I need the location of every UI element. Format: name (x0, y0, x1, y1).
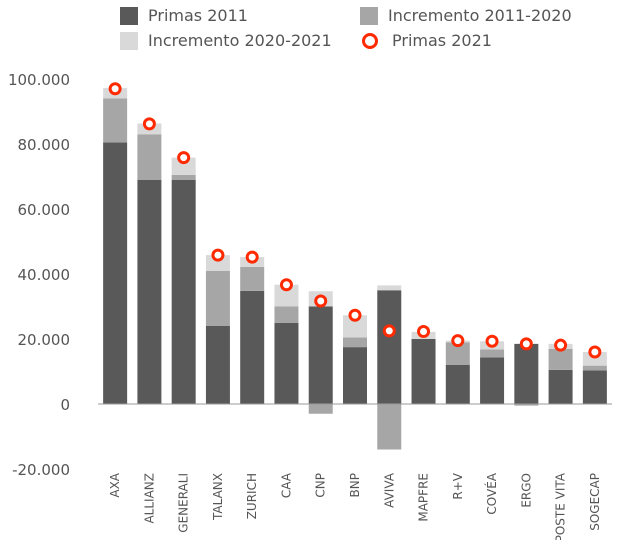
x-tick-label: BNP (348, 473, 362, 497)
x-tick-label: AXA (108, 472, 122, 497)
bar-segment-aviva-s2 (377, 285, 402, 291)
legend-label-primas-2021: Primas 2021 (392, 31, 492, 50)
marker-primas-2021-poste-vita (554, 338, 568, 352)
bar-segment-talanx-s0 (205, 326, 230, 404)
bar-segment-aviva-s0 (377, 290, 402, 404)
bar-segment-sogecap-s2 (582, 352, 607, 366)
x-tick-label: ALLIANZ (142, 473, 156, 524)
bar-segment-ergo-s1 (514, 404, 539, 406)
bar-segment-sogecap-s1 (582, 365, 607, 371)
bar-segment-bnp-s0 (343, 347, 367, 404)
y-tick-label: 40.000 (18, 266, 71, 284)
legend-swatch-incremento-2020-2021 (120, 31, 138, 50)
bar-segment-sogecap-s0 (582, 370, 607, 404)
bar-segment-cnp-s1 (308, 404, 333, 414)
bar-segment-caa-s0 (274, 322, 299, 404)
bar-segment-axa-s0 (103, 142, 128, 404)
bar-segment-generali-s1 (171, 174, 196, 180)
legend: Primas 2011 Incremento 2011-2020 Increme… (120, 6, 600, 56)
marker-primas-2021-sogecap (588, 345, 602, 359)
bar-segment-ergo-s0 (514, 343, 539, 404)
bar-segment-cov-a-s0 (480, 357, 505, 404)
bar-segment-bnp-s1 (343, 337, 367, 348)
legend-item-primas-2021: Primas 2021 (360, 31, 492, 50)
legend-item-incremento-2011-2020: Incremento 2011-2020 (360, 6, 572, 25)
legend-item-incremento-2020-2021: Incremento 2020-2021 (120, 31, 332, 50)
bar-segment-allianz-s0 (137, 179, 162, 404)
bar-segment-poste-vita-s0 (548, 369, 573, 404)
legend-label-primas-2011: Primas 2011 (148, 6, 248, 25)
legend-marker-primas-2021 (362, 32, 378, 49)
bar-segment-talanx-s1 (205, 270, 230, 326)
y-tick-label: 80.000 (18, 136, 71, 154)
bar-segment-poste-vita-s1 (548, 348, 573, 370)
bar-segment-generali-s0 (171, 179, 196, 404)
y-tick-label: 60.000 (18, 201, 71, 219)
bar-segment-cnp-s0 (308, 306, 333, 404)
x-tick-label: AVIVA (382, 472, 396, 508)
bar-segment-zurich-s0 (240, 290, 265, 404)
bar-segment-aviva-s1 (377, 404, 402, 450)
y-tick-label: 100.000 (8, 71, 70, 89)
marker-primas-2021-cov-a (485, 334, 499, 348)
marker-primas-2021-ergo (519, 337, 533, 351)
bar-segment-bnp-s2 (343, 315, 367, 338)
bar-segment-caa-s2 (274, 284, 299, 307)
x-tick-label: GENERALI (177, 473, 191, 533)
marker-primas-2021-caa (279, 278, 293, 292)
marker-primas-2021-zurich (245, 250, 259, 264)
x-tick-label: MAPFRE (417, 473, 431, 522)
y-tick-label: 20.000 (18, 331, 71, 349)
bar-segment-r-v-s1 (445, 342, 470, 365)
bar-segment-generali-s2 (171, 157, 196, 175)
x-tick-label: R+V (451, 472, 465, 499)
bar-segment-zurich-s1 (240, 266, 265, 291)
legend-item-primas-2011: Primas 2011 (120, 6, 248, 25)
marker-primas-2021-bnp (348, 308, 362, 322)
y-tick-label: -20.000 (12, 461, 70, 479)
marker-primas-2021-mapfre (417, 325, 431, 339)
bar-segment-axa-s1 (103, 98, 128, 143)
bar-segment-allianz-s1 (137, 134, 162, 180)
marker-primas-2021-r-v (451, 334, 465, 348)
bar-segment-cov-a-s1 (480, 349, 505, 358)
legend-swatch-primas-2011 (120, 6, 138, 25)
x-tick-label: ERGO (519, 473, 533, 508)
x-tick-label: ZURICH (245, 473, 259, 519)
x-tick-label: SOGECAP (588, 473, 602, 531)
marker-primas-2021-allianz (142, 117, 156, 131)
x-tick-label: POSTE VITA (554, 472, 568, 540)
marker-primas-2021-cnp (314, 294, 328, 308)
bar-segment-mapfre-s0 (411, 339, 436, 404)
x-tick-label: TALANX (211, 473, 225, 521)
x-tick-label: COVÉA (484, 472, 499, 514)
y-tick-label: 0 (60, 396, 70, 414)
legend-label-incremento-2011-2020: Incremento 2011-2020 (388, 6, 572, 25)
marker-primas-2021-aviva (382, 324, 396, 338)
marker-primas-2021-generali (177, 151, 191, 165)
legend-swatch-incremento-2011-2020 (360, 6, 378, 25)
legend-label-incremento-2020-2021: Incremento 2020-2021 (148, 31, 332, 50)
x-tick-label: CAA (279, 472, 293, 498)
marker-primas-2021-talanx (211, 248, 225, 262)
bar-segment-caa-s1 (274, 306, 299, 323)
bar-segment-talanx-s2 (205, 255, 230, 271)
marker-primas-2021-axa (108, 82, 122, 96)
x-tick-label: CNP (314, 473, 328, 498)
bar-segment-r-v-s0 (445, 365, 470, 404)
